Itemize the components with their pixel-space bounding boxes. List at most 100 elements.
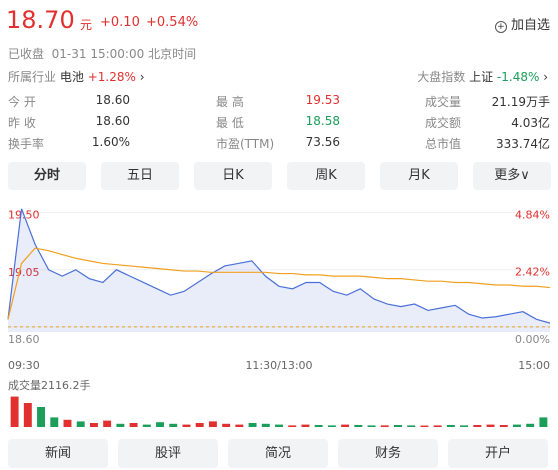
x-tick-label: 11:30/13:00 [245, 359, 312, 372]
volume-bar [89, 423, 98, 427]
tab[interactable]: 分时 [8, 162, 86, 190]
volume-bar [248, 423, 257, 427]
volume-bar [539, 417, 548, 427]
stat-value: 333.74亿 [496, 137, 550, 151]
stat-value: 4.03亿 [511, 116, 550, 130]
volume-bar [433, 425, 442, 427]
volume-bar [301, 424, 310, 427]
index[interactable]: 大盘指数 上证 -1.48% › [417, 70, 548, 84]
volume-bar [129, 423, 138, 427]
volume-bar [446, 425, 455, 427]
volume-bar [50, 417, 59, 427]
change-pct: +0.54% [146, 15, 199, 30]
watch-button[interactable]: + 加自选 [494, 14, 550, 33]
stat-label: 总市值 [425, 137, 462, 151]
x-tick-label: 09:30 [8, 359, 40, 372]
volume-bar [261, 423, 270, 427]
volume-bar [222, 423, 231, 427]
bottom-button[interactable]: 简况 [228, 439, 328, 468]
stat-label: 昨 收 [8, 116, 36, 130]
price: 18.70 [6, 6, 75, 34]
unit: 元 [80, 18, 93, 32]
volume-bar [235, 424, 244, 427]
volume-bar [394, 425, 402, 427]
volume-bar [195, 423, 204, 427]
volume-bar [341, 424, 350, 427]
tab[interactable]: 日K [194, 162, 272, 190]
volume-bar [460, 425, 469, 427]
industry-name: 电池 [59, 70, 84, 84]
volume-bar [10, 396, 19, 427]
industry-change: +1.28% [87, 70, 136, 84]
bottom-button[interactable]: 股评 [118, 439, 218, 468]
volume-bar [23, 403, 32, 427]
change: +0.10 [100, 15, 140, 30]
volume-bar [116, 423, 125, 427]
stat-label: 成交额 [425, 116, 462, 130]
price-line [7, 208, 551, 324]
bottom-button[interactable]: 新闻 [8, 439, 108, 468]
index-name: 上证 [469, 70, 494, 84]
y2-tick-label: 0.00% [515, 333, 550, 346]
volume-title: 成交量2116.2手 [8, 378, 91, 392]
volume-bar [486, 424, 495, 427]
volume-bar [499, 425, 508, 427]
volume-bar [208, 421, 217, 427]
volume-bar [182, 424, 191, 427]
tab[interactable]: 五日 [101, 162, 179, 190]
stat-label: 换手率 [8, 137, 45, 151]
chart: 18.6019.0519.500.00%2.42%4.84%09:3011:30… [7, 208, 551, 427]
tab[interactable]: 月K [380, 162, 458, 190]
volume-bar [142, 424, 151, 427]
industry[interactable]: 所属行业 电池 +1.28% › [8, 70, 145, 84]
status-line: 已收盘 01-31 15:00:00 北京时间 [8, 45, 196, 62]
stat-label: 最 低 [216, 116, 244, 130]
status: 已收盘 [8, 47, 45, 61]
volume-bar [473, 425, 482, 427]
volume-bar [103, 420, 112, 427]
stat-label: 今 开 [8, 95, 36, 109]
volume-bar [512, 424, 521, 427]
index-label: 大盘指数 [417, 70, 466, 84]
datetime: 01-31 15:00:00 [51, 47, 145, 61]
y2-tick-label: 2.42% [515, 266, 550, 279]
stat-value: 21.19万手 [491, 95, 550, 109]
volume-bar [275, 424, 283, 427]
volume-bar [526, 423, 535, 427]
stat-value: 18.60 [95, 114, 130, 128]
y-tick-label: 18.60 [8, 333, 40, 346]
bottom-button[interactable]: 开户 [448, 439, 548, 468]
y-tick-label: 19.05 [8, 266, 40, 279]
volume-bar [420, 425, 429, 427]
stat-value: 18.60 [95, 93, 130, 107]
stat-value: 18.58 [305, 114, 340, 128]
price-area [8, 208, 550, 332]
x-tick-label: 15:00 [518, 359, 550, 372]
y2-tick-label: 4.84% [515, 209, 550, 222]
stat-value: 1.60% [91, 135, 130, 149]
tab[interactable]: 周K [287, 162, 365, 190]
volume-bar [169, 423, 178, 427]
volume-bar [327, 425, 336, 427]
industry-label: 所属行业 [8, 70, 57, 84]
volume-bar [380, 425, 389, 427]
stat-value: 19.53 [305, 93, 340, 107]
index-change: -1.48% [496, 70, 540, 84]
average-line [7, 247, 551, 320]
stat-label: 最 高 [216, 95, 244, 109]
volume-bar [367, 425, 376, 427]
timezone: 北京时间 [148, 47, 197, 61]
volume-bar [76, 421, 85, 427]
volume-bar [314, 425, 323, 427]
volume-bar [63, 419, 72, 427]
volume-bar [156, 422, 164, 427]
volume-bar [288, 425, 297, 427]
bottom-button[interactable]: 财务 [338, 439, 438, 468]
stat-value: 73.56 [305, 135, 340, 149]
stat-label: 成交量 [425, 95, 462, 109]
volume-bar [37, 407, 46, 427]
volume-bar [407, 425, 416, 427]
tab[interactable]: 更多∨ [473, 162, 551, 190]
watch-text: 加自选 [510, 18, 550, 33]
